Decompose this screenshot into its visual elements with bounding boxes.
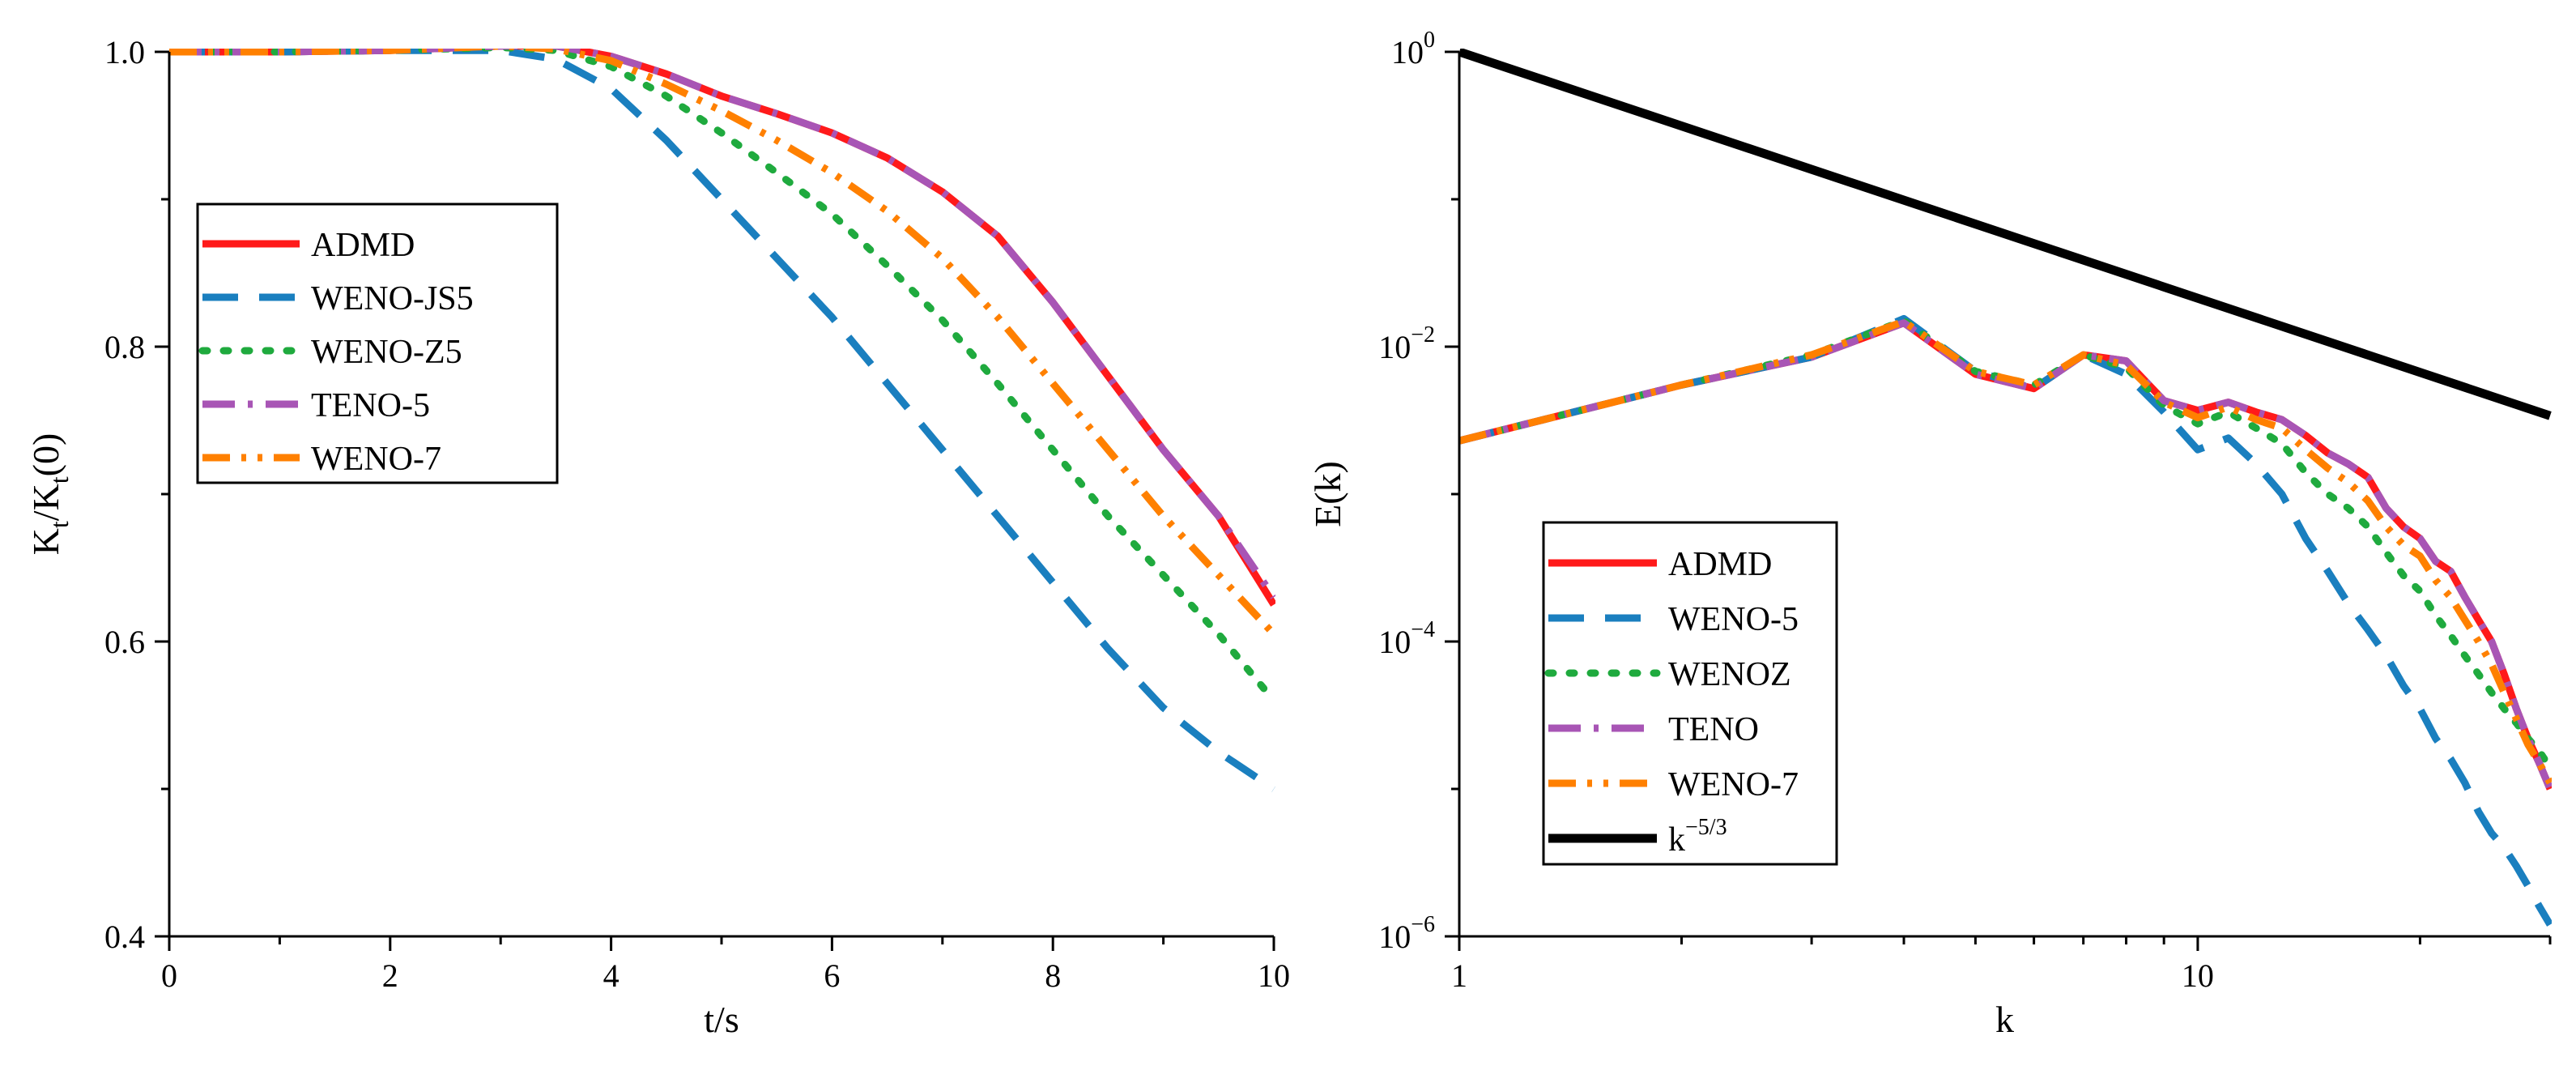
legend-label: WENO-7	[1668, 766, 1799, 804]
right-panel-energy-spectrum: 1 1010−610−410−2100kE(k)ADMDWENO-5WENOZTE…	[1307, 28, 2552, 1040]
legend: ADMD WENO-JS5 WENO-Z5 TENO-5 WENO-7	[196, 202, 559, 484]
legend-label: WENO-5	[1668, 601, 1799, 638]
series-line-weno-7	[169, 49, 1275, 637]
legend-label: WENO-Z5	[311, 334, 462, 371]
y-tick-label: 1.0	[104, 34, 145, 70]
x-tick-label: 8	[1045, 957, 1061, 994]
y-title-tail: (0)	[25, 433, 66, 477]
y-tick-label-exponent: −4	[1411, 617, 1435, 642]
y-title-mid: /K	[25, 484, 66, 521]
series-line-weno-7	[1459, 318, 2552, 785]
x-tick-label: 4	[603, 957, 620, 994]
y-title-main: K	[25, 528, 66, 555]
legend-label: TENO-5	[311, 387, 430, 424]
legend-label: ADMD	[311, 227, 415, 264]
series-line-teno-5	[169, 49, 1275, 599]
y-tick-label-base: 10	[1378, 919, 1411, 955]
y-tick-label-exponent: −6	[1411, 912, 1435, 937]
y-axis-title: E(k)	[1307, 461, 1348, 527]
y-tick-label: 10−2	[1378, 322, 1435, 365]
y-axis-title: Kt/Kt(0)	[25, 433, 74, 556]
x-axis-title: t/s	[704, 999, 739, 1040]
x-tick-label: 6	[824, 957, 840, 994]
y-tick-label: 10−4	[1378, 617, 1435, 660]
x-tick-label: 2	[382, 957, 398, 994]
y-tick-label: 10−6	[1378, 912, 1435, 955]
series-group	[1459, 49, 2552, 927]
series-line-wenoz	[1459, 317, 2552, 771]
legend-box	[1542, 521, 1838, 866]
y-tick-label-base: 10	[1378, 329, 1411, 365]
y-tick-label-base: 10	[1378, 624, 1411, 660]
legend-label: TENO	[1668, 711, 1759, 748]
y-title-subscript: t	[45, 476, 74, 484]
y-tick-label-base: 10	[1391, 34, 1424, 70]
y-tick-label-exponent: 0	[1424, 28, 1435, 53]
legend-label-exponent: −5/3	[1685, 815, 1727, 840]
x-axis-title: k	[1995, 999, 2014, 1040]
series-line-weno-js5	[169, 49, 1275, 792]
legend-label: WENOZ	[1668, 656, 1791, 693]
legend: ADMD WENO-5 WENOZ TENO WENO-7 k−5/3	[1542, 521, 1838, 866]
legend-box	[196, 202, 559, 484]
x-tick-label: 10	[2182, 957, 2214, 994]
y-tick-label: 0.8	[104, 329, 145, 365]
series-group	[169, 49, 1275, 792]
legend-label: WENO-JS5	[311, 280, 474, 318]
y-tick-label: 0.4	[104, 919, 145, 955]
y-title-subscript: t	[45, 521, 74, 528]
x-tick-label: 10	[1258, 957, 1290, 994]
series-line-weno-z5	[169, 49, 1275, 705]
left-panel-kinetic-energy: 0 2 4 6 8 100.40.60.81.0t/sKt/Kt(0)ADMDWENO-J…	[25, 34, 1290, 1040]
y-tick-label: 100	[1391, 28, 1435, 70]
y-tick-label-exponent: −2	[1411, 322, 1435, 347]
series-line-teno	[1459, 319, 2552, 791]
legend-label: k−5/3	[1668, 815, 1727, 859]
legend-label: ADMD	[1668, 546, 1772, 583]
legend-label: WENO-7	[311, 441, 441, 478]
x-tick-label: 1	[1451, 957, 1467, 994]
x-tick-label: 0	[161, 957, 177, 994]
y-tick-label: 0.6	[104, 624, 145, 660]
series-line-k-5-3	[1459, 49, 2552, 420]
legend-label-base: k	[1668, 821, 1685, 859]
